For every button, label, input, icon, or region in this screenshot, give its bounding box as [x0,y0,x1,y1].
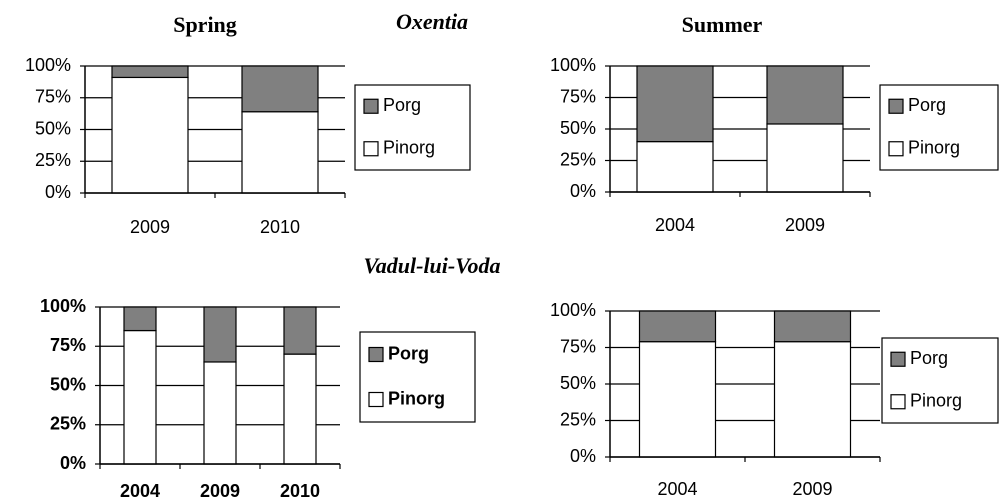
y-tick-label: 0% [45,182,71,202]
y-tick-label: 75% [35,87,71,107]
y-tick-label: 75% [560,336,596,356]
x-tick-label: 2009 [200,481,240,501]
y-tick-label: 25% [50,414,86,434]
bar-segment [766,123,844,193]
legend-swatch [890,351,906,367]
site-label: Vadul-lui-Voda [364,253,501,278]
bar-segment [111,76,189,194]
y-tick-label: 50% [35,118,71,138]
bar-segment [241,111,319,194]
y-tick-label: 0% [570,446,596,466]
legend-swatch [368,346,384,363]
legend-swatch [888,98,904,114]
bar-segment [111,65,189,79]
legend-label: Porg [910,348,948,368]
legend-swatch [363,98,379,114]
y-tick-label: 25% [560,409,596,429]
x-tick-label: 2004 [120,481,160,501]
legend-label: Pinorg [908,138,960,158]
bar-segment [123,329,157,465]
legend-swatch [888,141,904,157]
y-tick-label: 100% [25,55,71,75]
y-tick-label: 50% [560,118,596,138]
legend-label: Pinorg [388,388,445,408]
chart-title: Summer [682,12,763,37]
bar-segment [773,341,852,458]
bar-segment [203,306,237,363]
x-tick-label: 2004 [657,479,697,499]
legend-label: Porg [908,95,946,115]
x-tick-label: 2010 [260,217,300,237]
y-tick-label: 100% [550,55,596,75]
chart: 0% 25% 50% 75% 100% 2004 2009 Porg Pinorg [550,300,999,499]
y-tick-label: 0% [60,453,86,473]
bar-segment [283,353,317,465]
legend-swatch [368,391,384,408]
bar-segment [203,361,237,465]
legend-label: Porg [388,343,429,363]
bar-segment [638,310,717,343]
legend-label: Porg [383,95,421,115]
chart-title: Spring [173,12,237,37]
x-tick-label: 2010 [280,481,320,501]
y-tick-label: 0% [570,181,596,201]
x-tick-label: 2004 [655,215,695,235]
y-tick-label: 75% [560,86,596,106]
x-tick-label: 2009 [130,217,170,237]
site-label: Oxentia [396,9,468,34]
bar-segment [638,341,717,458]
bar-segment [123,306,157,332]
y-tick-label: 25% [35,150,71,170]
y-tick-label: 25% [560,149,596,169]
x-tick-label: 2009 [792,479,832,499]
legend-swatch [890,394,906,410]
y-tick-label: 75% [50,335,86,355]
y-tick-label: 50% [50,374,86,394]
x-tick-label: 2009 [785,215,825,235]
legend-label: Pinorg [910,391,962,411]
legend-label: Pinorg [383,138,435,158]
chart: 0% 25% 50% 75% 100% 2004 2009 Porg Pinorg [550,55,999,235]
bar-segment [241,65,319,113]
bar-segment [636,65,714,143]
bar-segment [766,65,844,125]
chart: 0% 25% 50% 75% 100% 2009 2010 Porg Pinorg [25,55,471,237]
legend-swatch [363,141,379,157]
y-tick-label: 50% [560,373,596,393]
chart: 0% 25% 50% 75% 100% 2004 2009 2010 Porg Pinorg [40,296,476,501]
bar-segment [636,141,714,193]
bar-segment [283,306,317,355]
y-tick-label: 100% [550,300,596,320]
y-tick-label: 100% [40,296,86,316]
bar-segment [773,310,852,343]
